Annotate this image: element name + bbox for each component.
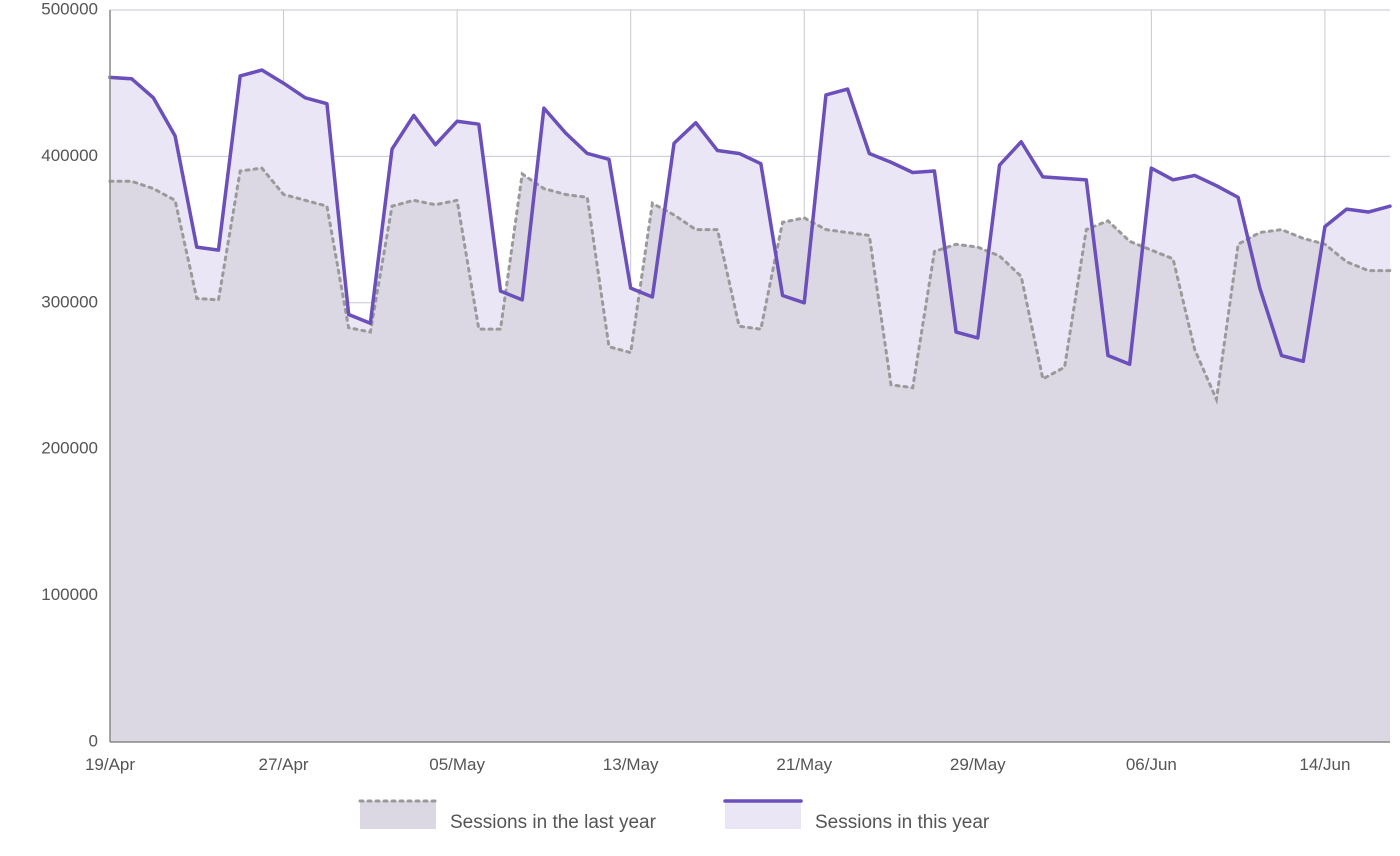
x-tick-label: 19/Apr [85, 755, 135, 774]
y-tick-label: 100000 [41, 585, 98, 604]
legend-item-this_year: Sessions in this year [725, 801, 990, 833]
x-tick-label: 21/May [776, 755, 832, 774]
legend-item-last_year: Sessions in the last year [360, 801, 657, 833]
x-tick-label: 29/May [950, 755, 1006, 774]
y-tick-label: 200000 [41, 439, 98, 458]
chart-svg: 0 100000 200000 300000 400000 500000 19/Apr 27/… [0, 0, 1400, 856]
y-tick-label: 300000 [41, 292, 98, 311]
legend-swatch-fill [360, 801, 436, 829]
legend-swatch-fill [725, 801, 801, 829]
y-tick-label: 400000 [41, 146, 98, 165]
legend-label: Sessions in this year [815, 812, 990, 833]
x-tick-label: 13/May [603, 755, 659, 774]
x-tick-label: 27/Apr [259, 755, 309, 774]
sessions-area-chart: 0 100000 200000 300000 400000 500000 19/Apr 27/… [0, 0, 1400, 856]
x-tick-label: 05/May [429, 755, 485, 774]
y-tick-label: 500000 [41, 0, 98, 18]
legend-label: Sessions in the last year [450, 812, 657, 833]
x-tick-label: 14/Jun [1299, 755, 1350, 774]
y-tick-label: 0 [89, 731, 98, 750]
x-tick-label: 06/Jun [1126, 755, 1177, 774]
legend: Sessions in the last year Sessions in thi… [360, 801, 990, 833]
